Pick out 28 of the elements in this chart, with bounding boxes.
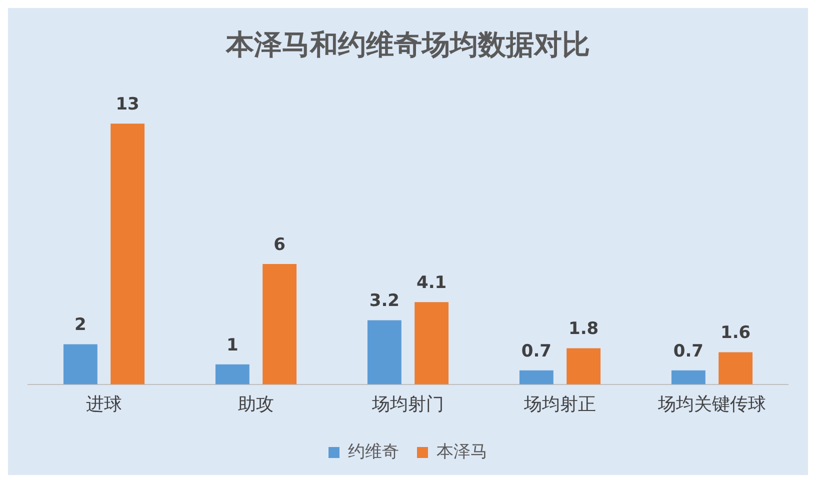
bar — [414, 302, 449, 384]
legend-label: 本泽马 — [436, 442, 488, 462]
bar — [63, 344, 98, 384]
x-tick-label: 场均射门 — [371, 394, 444, 415]
data-label: 13 — [116, 94, 140, 115]
bar — [215, 364, 250, 384]
data-label: 1.6 — [720, 323, 751, 344]
chart-title: 本泽马和约维奇场均数据对比 — [225, 28, 590, 62]
bar — [110, 124, 145, 384]
x-tick-label: 进球 — [86, 394, 122, 415]
x-tick-label: 场均射正 — [523, 394, 596, 415]
data-label: 4.1 — [416, 273, 447, 294]
data-label: 6 — [274, 234, 286, 255]
data-label: 0.7 — [673, 341, 704, 362]
bar — [519, 370, 554, 384]
data-label: 0.7 — [521, 341, 552, 362]
bar — [671, 370, 706, 384]
bar — [262, 264, 297, 384]
bar — [566, 348, 601, 384]
x-tick-label: 场均关键传球 — [657, 394, 766, 415]
x-tick-label: 助攻 — [238, 394, 274, 415]
data-label: 1.8 — [568, 319, 599, 340]
data-label: 2 — [74, 315, 86, 336]
bar — [718, 352, 753, 384]
data-label: 3.2 — [369, 291, 400, 312]
bar — [367, 320, 402, 384]
legend-label: 约维奇 — [348, 442, 399, 462]
data-label: 1 — [226, 335, 238, 356]
